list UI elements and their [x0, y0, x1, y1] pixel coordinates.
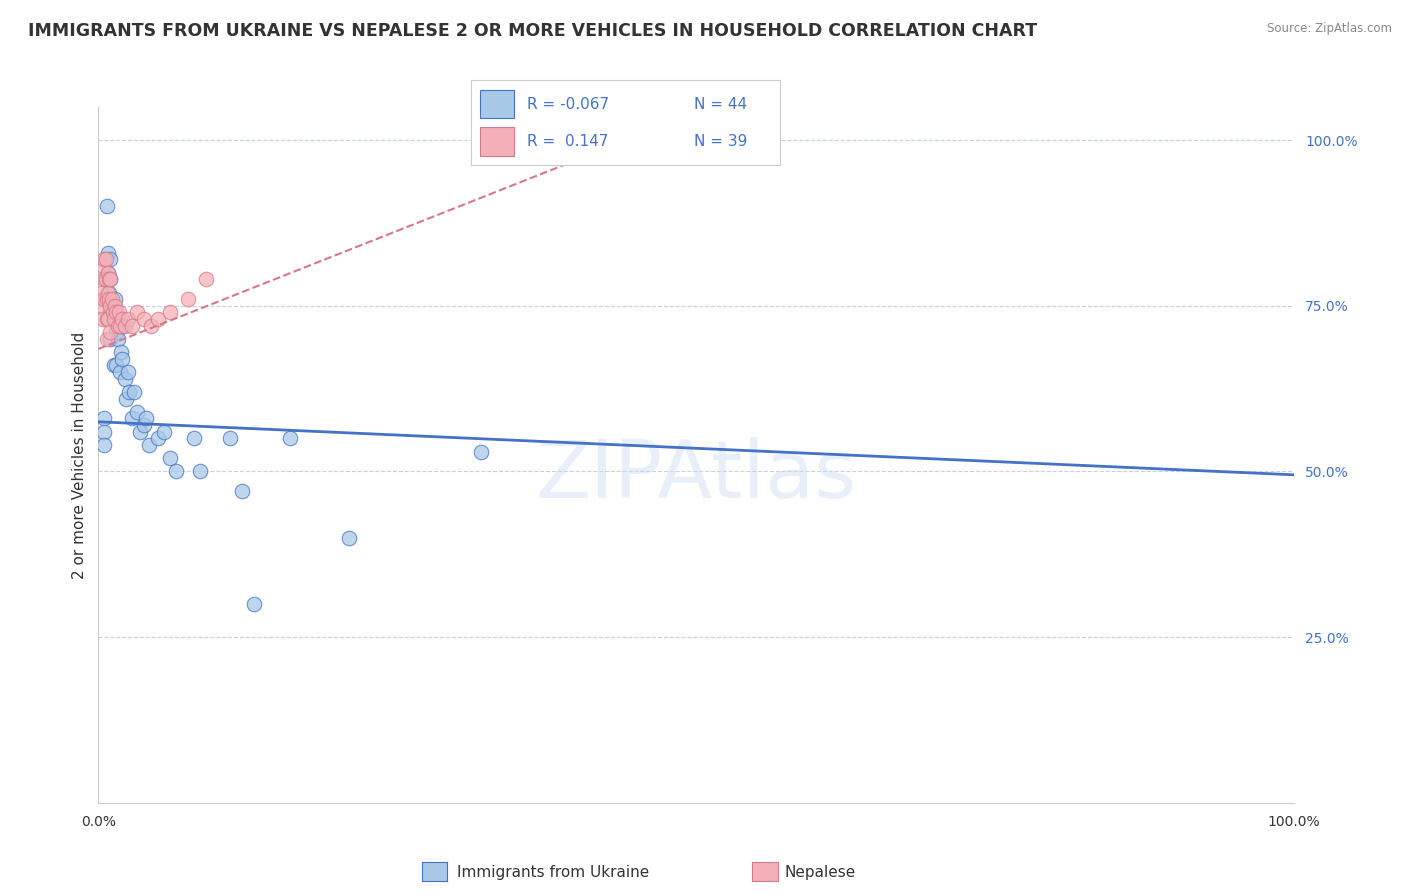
- Point: [97, 266, 120, 280]
- FancyBboxPatch shape: [481, 127, 515, 156]
- Point: [111, 318, 134, 333]
- Point: [98, 252, 122, 267]
- Point: [337, 531, 360, 545]
- Point: [97, 312, 120, 326]
- Point: [93, 272, 115, 286]
- Point: [118, 384, 141, 399]
- Point: [153, 425, 176, 439]
- Text: N = 39: N = 39: [693, 134, 747, 149]
- Point: [100, 292, 122, 306]
- Point: [96, 199, 118, 213]
- Point: [148, 312, 170, 326]
- Point: [93, 411, 115, 425]
- Point: [101, 305, 124, 319]
- Point: [107, 305, 129, 319]
- Point: [188, 465, 211, 479]
- Point: [111, 312, 134, 326]
- Point: [117, 365, 139, 379]
- Point: [194, 272, 217, 286]
- Point: [96, 292, 118, 306]
- Point: [278, 431, 301, 445]
- Point: [98, 292, 121, 306]
- Point: [121, 318, 143, 333]
- Point: [103, 312, 125, 326]
- Point: [114, 372, 136, 386]
- Point: [105, 359, 128, 373]
- Point: [105, 326, 128, 340]
- Point: [98, 272, 122, 286]
- Point: [110, 345, 132, 359]
- Point: [96, 332, 118, 346]
- Point: [103, 359, 125, 373]
- Point: [243, 597, 266, 611]
- Point: [98, 299, 122, 313]
- Point: [114, 318, 136, 333]
- Point: [98, 332, 122, 346]
- Point: [165, 465, 187, 479]
- Y-axis label: 2 or more Vehicles in Household: 2 or more Vehicles in Household: [72, 331, 87, 579]
- Point: [93, 425, 115, 439]
- Point: [91, 299, 114, 313]
- Point: [125, 405, 148, 419]
- Point: [93, 252, 115, 267]
- Point: [104, 292, 127, 306]
- Point: [94, 252, 117, 267]
- Point: [98, 305, 122, 319]
- Point: [91, 259, 114, 273]
- Text: R = -0.067: R = -0.067: [527, 96, 609, 112]
- Point: [183, 431, 205, 445]
- Text: Immigrants from Ukraine: Immigrants from Ukraine: [457, 865, 650, 880]
- Point: [121, 411, 143, 425]
- Point: [97, 266, 120, 280]
- Point: [129, 425, 152, 439]
- Point: [97, 245, 120, 260]
- Point: [139, 318, 162, 333]
- Point: [91, 312, 114, 326]
- Point: [90, 285, 112, 300]
- Point: [124, 384, 146, 399]
- Point: [105, 305, 128, 319]
- Point: [96, 312, 118, 326]
- Point: [177, 292, 200, 306]
- Point: [107, 318, 129, 333]
- Point: [98, 326, 122, 340]
- Point: [111, 351, 134, 366]
- Text: Nepalese: Nepalese: [785, 865, 856, 880]
- Point: [219, 431, 242, 445]
- Point: [97, 285, 120, 300]
- Point: [231, 484, 253, 499]
- Point: [115, 392, 138, 406]
- Point: [470, 444, 492, 458]
- Point: [108, 318, 131, 333]
- Point: [117, 312, 139, 326]
- Text: ZIPAtlas: ZIPAtlas: [536, 437, 856, 515]
- Text: Source: ZipAtlas.com: Source: ZipAtlas.com: [1267, 22, 1392, 36]
- Point: [98, 272, 122, 286]
- Text: IMMIGRANTS FROM UKRAINE VS NEPALESE 2 OR MORE VEHICLES IN HOUSEHOLD CORRELATION : IMMIGRANTS FROM UKRAINE VS NEPALESE 2 OR…: [28, 22, 1038, 40]
- Point: [132, 418, 155, 433]
- Point: [159, 451, 181, 466]
- Point: [104, 299, 127, 313]
- Point: [94, 272, 117, 286]
- FancyBboxPatch shape: [481, 89, 515, 119]
- Point: [101, 312, 124, 326]
- Point: [107, 332, 129, 346]
- Point: [148, 431, 170, 445]
- Point: [108, 365, 131, 379]
- Point: [138, 438, 160, 452]
- Point: [93, 438, 115, 452]
- Text: N = 44: N = 44: [693, 96, 747, 112]
- Point: [98, 272, 121, 286]
- Text: R =  0.147: R = 0.147: [527, 134, 607, 149]
- Point: [135, 411, 157, 425]
- Point: [125, 305, 148, 319]
- Point: [132, 312, 155, 326]
- Point: [98, 285, 121, 300]
- Point: [159, 305, 181, 319]
- Point: [93, 292, 115, 306]
